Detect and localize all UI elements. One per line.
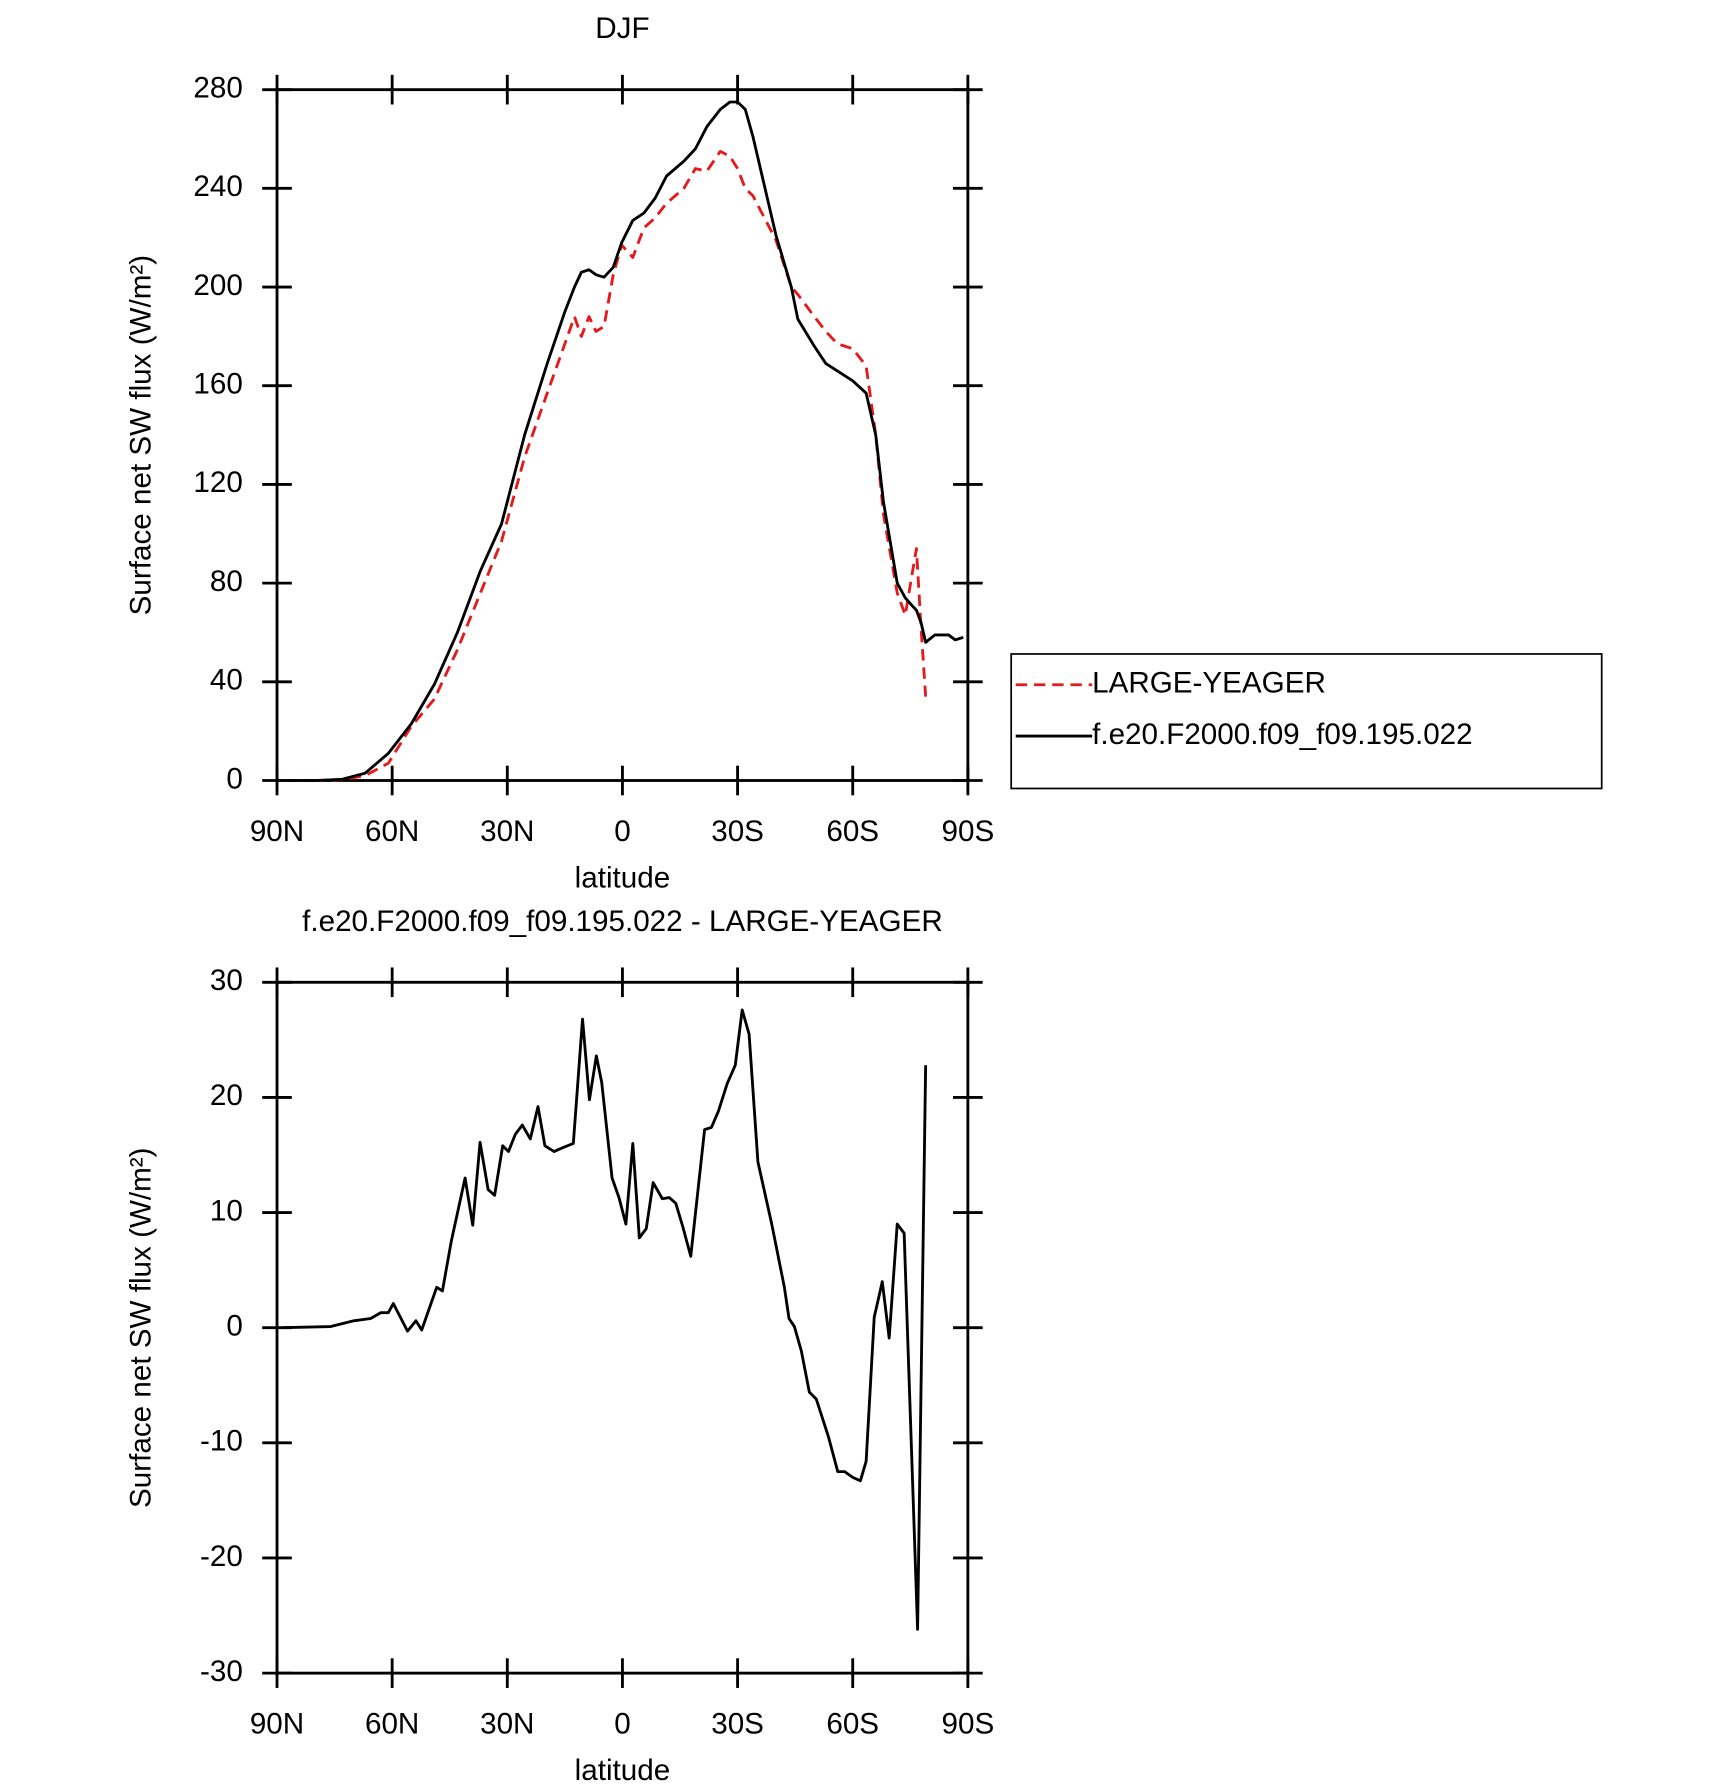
y-axis-label: Surface net SW flux (W/m²)	[124, 255, 157, 615]
x-tick-label: 60N	[365, 815, 419, 848]
y-tick-label: 10	[210, 1194, 243, 1227]
y-tick-label: 0	[226, 1310, 242, 1343]
x-tick-label: 30N	[480, 815, 534, 848]
y-tick-label: 120	[193, 466, 242, 499]
y-tick-label: -10	[200, 1425, 243, 1458]
x-tick-label: 90S	[942, 1707, 995, 1740]
y-tick-label: 280	[193, 71, 242, 104]
legend-label: LARGE-YEAGER	[1092, 667, 1326, 700]
y-tick-label: 40	[210, 664, 243, 697]
legend-label: f.e20.F2000.f09_f09.195.022	[1092, 718, 1473, 751]
y-tick-label: 200	[193, 269, 242, 302]
y-tick-label: 240	[193, 170, 242, 203]
y-axis-label: Surface net SW flux (W/m²)	[124, 1147, 157, 1507]
data-line	[277, 100, 964, 782]
y-tick-label: 0	[226, 762, 242, 795]
y-tick-label: 20	[210, 1079, 243, 1112]
x-tick-label: 30S	[711, 815, 764, 848]
x-tick-label: 60N	[365, 1707, 419, 1740]
y-tick-label: -30	[200, 1655, 243, 1688]
data-line	[277, 149, 928, 782]
chart-title: f.e20.F2000.f09_f09.195.022 - LARGE-YEAG…	[302, 905, 943, 938]
y-tick-label: 80	[210, 565, 243, 598]
data-line	[281, 1008, 928, 1631]
x-axis-label: latitude	[575, 862, 671, 895]
plot-frame	[275, 88, 970, 782]
x-axis-label: latitude	[575, 1754, 671, 1787]
x-tick-label: 90N	[250, 1707, 304, 1740]
plot-frame	[275, 980, 970, 1675]
x-tick-label: 60S	[826, 815, 879, 848]
x-tick-label: 30N	[480, 1707, 534, 1740]
y-tick-label: 160	[193, 368, 242, 401]
y-tick-label: 30	[210, 964, 243, 997]
x-tick-label: 0	[614, 815, 630, 848]
legend-box	[1010, 653, 1603, 790]
x-tick-label: 0	[614, 1707, 630, 1740]
x-tick-label: 60S	[826, 1707, 879, 1740]
x-tick-label: 30S	[711, 1707, 764, 1740]
y-tick-label: -20	[200, 1540, 243, 1573]
chart-title: DJF	[595, 12, 649, 45]
x-tick-label: 90S	[942, 815, 995, 848]
x-tick-label: 90N	[250, 815, 304, 848]
